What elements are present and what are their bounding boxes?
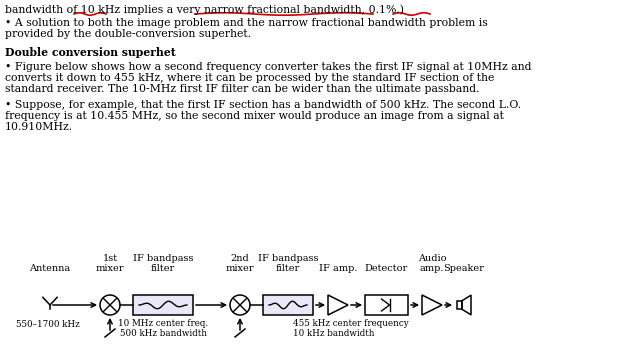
Text: 550–1700 kHz: 550–1700 kHz bbox=[16, 320, 80, 329]
Text: 10 MHz center freq.
500 kHz bandwidth: 10 MHz center freq. 500 kHz bandwidth bbox=[118, 319, 208, 338]
Text: IF bandpass
filter: IF bandpass filter bbox=[258, 253, 318, 273]
Text: provided by the double-conversion superhet.: provided by the double-conversion superh… bbox=[5, 29, 251, 39]
Bar bbox=[457, 301, 462, 309]
Text: IF bandpass
filter: IF bandpass filter bbox=[132, 253, 193, 273]
Text: frequency is at 10.455 MHz, so the second mixer would produce an image from a si: frequency is at 10.455 MHz, so the secon… bbox=[5, 111, 504, 121]
Text: 10.910MHz.: 10.910MHz. bbox=[5, 122, 73, 132]
Text: Audio
amp.: Audio amp. bbox=[418, 253, 446, 273]
Text: Antenna: Antenna bbox=[29, 264, 70, 273]
Bar bbox=[365, 295, 408, 315]
Text: bandwidth of 10 kHz implies a very narrow fractional bandwidth, 0.1%.): bandwidth of 10 kHz implies a very narro… bbox=[5, 4, 404, 14]
Text: 1st
mixer: 1st mixer bbox=[96, 253, 124, 273]
Text: 455 kHz center frequency
10 kHz bandwidth: 455 kHz center frequency 10 kHz bandwidt… bbox=[293, 319, 409, 338]
Text: 2nd
mixer: 2nd mixer bbox=[226, 253, 254, 273]
Text: • Figure below shows how a second frequency converter takes the first IF signal : • Figure below shows how a second freque… bbox=[5, 62, 531, 72]
Bar bbox=[263, 295, 313, 315]
Text: • Suppose, for example, that the first IF section has a bandwidth of 500 kHz. Th: • Suppose, for example, that the first I… bbox=[5, 100, 521, 110]
Text: • A solution to both the image problem and the narrow fractional bandwidth probl: • A solution to both the image problem a… bbox=[5, 18, 488, 28]
Bar bbox=[133, 295, 193, 315]
Text: standard receiver. The 10-MHz first IF filter can be wider than the ultimate pas: standard receiver. The 10-MHz first IF f… bbox=[5, 84, 479, 94]
Text: Speaker: Speaker bbox=[444, 264, 484, 273]
Text: Double conversion superhet: Double conversion superhet bbox=[5, 47, 176, 58]
Text: IF amp.: IF amp. bbox=[319, 264, 357, 273]
Text: converts it down to 455 kHz, where it can be processed by the standard IF sectio: converts it down to 455 kHz, where it ca… bbox=[5, 73, 494, 83]
Text: Detector: Detector bbox=[365, 264, 408, 273]
